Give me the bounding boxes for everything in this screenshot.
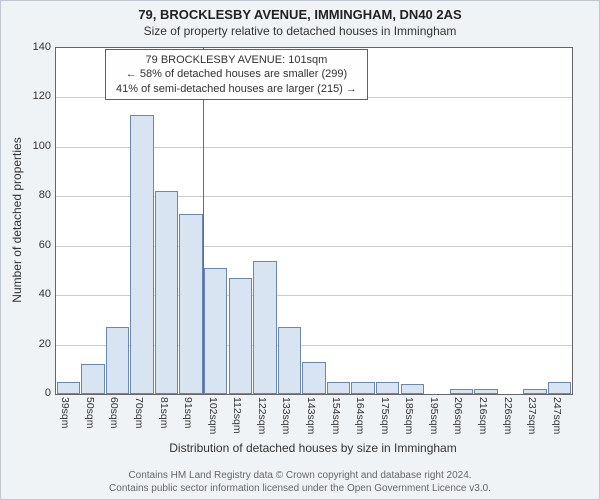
footer-attribution: Contains HM Land Registry data © Crown c… — [1, 470, 599, 495]
histogram-bar — [81, 364, 105, 394]
histogram-bar — [253, 261, 277, 394]
annotation-line-1: 79 BROCKLESBY AVENUE: 101sqm — [116, 53, 357, 67]
x-tick-label: 185sqm — [403, 397, 415, 434]
histogram-bar — [401, 384, 425, 394]
footer-line-1: Contains HM Land Registry data © Crown c… — [1, 470, 599, 483]
histogram-bar — [155, 191, 179, 394]
y-tick-label: 60 — [27, 239, 51, 251]
histogram-bar — [106, 327, 130, 394]
page-title: 79, BROCKLESBY AVENUE, IMMINGHAM, DN40 2… — [1, 7, 599, 22]
histogram-bar — [450, 389, 474, 394]
histogram-bar — [130, 115, 154, 394]
annotation-line-3: 41% of semi-detached houses are larger (… — [116, 82, 357, 96]
y-tick-label: 40 — [27, 288, 51, 300]
histogram-bar — [351, 382, 375, 394]
page-subtitle: Size of property relative to detached ho… — [1, 24, 599, 38]
y-tick-label: 0 — [27, 387, 51, 399]
x-tick-label: 143sqm — [305, 397, 317, 434]
x-tick-label: 216sqm — [477, 397, 489, 434]
x-tick-label: 247sqm — [551, 397, 563, 434]
y-tick-label: 20 — [27, 338, 51, 350]
reference-line — [203, 48, 204, 394]
histogram-bar — [302, 362, 326, 394]
footer-line-2: Contains public sector information licen… — [1, 483, 599, 496]
x-tick-label: 154sqm — [330, 397, 342, 434]
y-axis-label: Number of detached properties — [10, 137, 24, 302]
y-tick-label: 140 — [27, 41, 51, 53]
page-frame: 79, BROCKLESBY AVENUE, IMMINGHAM, DN40 2… — [0, 0, 600, 500]
x-tick-label: 226sqm — [502, 397, 514, 434]
x-tick-label: 206sqm — [452, 397, 464, 434]
x-tick-label: 133sqm — [280, 397, 292, 434]
x-tick-label: 91sqm — [182, 397, 194, 429]
histogram-bar — [548, 382, 572, 394]
x-tick-label: 164sqm — [354, 397, 366, 434]
y-tick-label: 80 — [27, 189, 51, 201]
x-tick-label: 195sqm — [428, 397, 440, 434]
x-tick-label: 70sqm — [133, 397, 145, 429]
x-tick-label: 39sqm — [59, 397, 71, 429]
x-tick-label: 175sqm — [379, 397, 391, 434]
histogram-bar — [278, 327, 302, 394]
x-tick-label: 60sqm — [108, 397, 120, 429]
y-tick-label: 120 — [27, 90, 51, 102]
x-tick-label: 102sqm — [207, 397, 219, 434]
histogram-bar — [376, 382, 400, 394]
annotation-line-2: ← 58% of detached houses are smaller (29… — [116, 67, 357, 81]
x-tick-label: 81sqm — [158, 397, 170, 429]
histogram-bar — [57, 382, 81, 394]
x-axis-label: Distribution of detached houses by size … — [55, 441, 571, 455]
x-tick-label: 122sqm — [256, 397, 268, 434]
histogram-bar — [327, 382, 351, 394]
histogram-bar — [204, 268, 228, 394]
annotation-box: 79 BROCKLESBY AVENUE: 101sqm ← 58% of de… — [105, 49, 368, 100]
x-tick-label: 50sqm — [84, 397, 96, 429]
histogram-bar — [179, 214, 203, 394]
histogram-bar — [229, 278, 253, 394]
histogram-bar — [523, 389, 547, 394]
x-tick-label: 112sqm — [231, 397, 243, 434]
y-tick-label: 100 — [27, 140, 51, 152]
x-tick-label: 237sqm — [526, 397, 538, 434]
histogram-bar — [474, 389, 498, 394]
